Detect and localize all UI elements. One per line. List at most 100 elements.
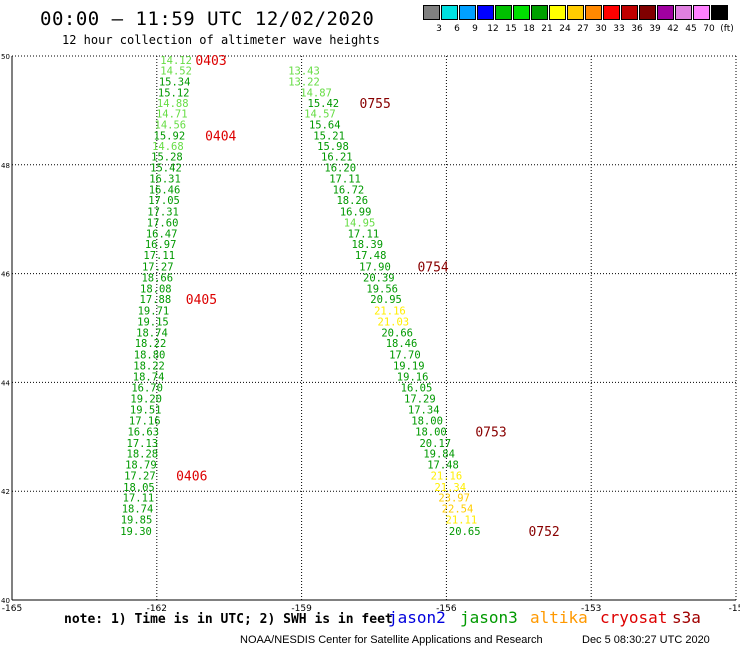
time-label: 0754 [417, 261, 448, 276]
wave-height-value: 19.84 [423, 449, 455, 461]
legend-swatch [567, 5, 584, 20]
wave-height-value: 16.99 [340, 207, 372, 219]
wave-height-value: 21.03 [378, 316, 410, 328]
wave-height-value: 14.88 [157, 98, 189, 110]
wave-height-value: 20.39 [363, 272, 395, 284]
wave-height-value: 21.34 [434, 482, 466, 494]
legend-swatch [477, 5, 494, 20]
wave-height-value: 17.31 [147, 207, 179, 219]
wave-height-value: 17.88 [140, 294, 172, 306]
y-tick-label: 46 [1, 271, 10, 279]
chart-title: 00:00 — 11:59 UTC 12/02/2020 [40, 8, 375, 30]
legend-label: 24 [559, 24, 571, 34]
x-tick-label: -153 [581, 604, 601, 614]
y-tick-label: 50 [1, 53, 10, 61]
legend-swatch [513, 5, 530, 20]
wave-height-value: 19.85 [121, 514, 153, 526]
wave-height-value: 16.31 [149, 173, 181, 185]
legend-swatch [531, 5, 548, 20]
legend-swatch [495, 5, 512, 20]
wave-height-value: 14.56 [155, 120, 187, 132]
legend-swatch [549, 5, 566, 20]
wave-height-value: 17.27 [142, 262, 174, 274]
wave-height-value: 15.34 [159, 77, 191, 89]
wave-height-value: 18.26 [336, 195, 368, 207]
legend-label: 27 [577, 24, 589, 34]
legend-label: 33 [613, 24, 625, 34]
wave-height-value: 17.29 [404, 394, 436, 406]
wave-height-value: 14.87 [300, 87, 332, 99]
wave-height-value: 17.34 [408, 405, 440, 417]
legend-swatch [459, 5, 476, 20]
wave-height-value: 23.97 [438, 493, 470, 505]
wave-height-value: 20.95 [370, 294, 402, 306]
wave-height-value: 17.05 [148, 195, 180, 207]
legend-swatch [621, 5, 638, 20]
wave-height-value: 16.72 [333, 184, 365, 196]
wave-height-value: 15.12 [158, 87, 190, 99]
time-label: 0752 [528, 525, 559, 540]
time-label: 0406 [176, 469, 207, 484]
wave-height-value: 18.22 [135, 338, 167, 350]
wave-height-value: 21.16 [374, 306, 406, 318]
wave-height-value: 15.42 [308, 98, 340, 110]
wave-height-value: 18.22 [133, 361, 165, 373]
wave-height-value: 21.16 [431, 470, 463, 482]
legend-label: 39 [649, 24, 661, 34]
legend-swatch [675, 5, 692, 20]
legend-swatch [639, 5, 656, 20]
legend-swatch [711, 5, 728, 20]
legend-swatch [441, 5, 458, 20]
wave-height-value: 20.65 [449, 526, 481, 538]
wave-height-value: 18.74 [133, 371, 165, 383]
wave-height-value: 15.42 [150, 163, 182, 175]
y-tick-label: 44 [1, 379, 10, 387]
wave-height-value: 19.56 [366, 283, 398, 295]
wave-height-value: 19.15 [137, 316, 169, 328]
legend-label: (ft) [720, 24, 734, 34]
legend-label: 42 [667, 24, 679, 34]
legend-label: 3 [436, 24, 442, 34]
wave-height-value: 15.28 [151, 152, 183, 164]
legend-label: 15 [505, 24, 517, 34]
wave-height-value: 21.11 [446, 514, 478, 526]
satellite-jason3: jason3 [460, 608, 518, 627]
wave-height-value: 18.00 [411, 415, 443, 427]
legend-label: 30 [595, 24, 607, 34]
x-tick-label: -159 [291, 604, 312, 614]
wave-height-value: 17.70 [389, 350, 421, 362]
wave-height-value: 16.46 [149, 184, 181, 196]
wave-height-value: 20.66 [381, 327, 413, 339]
wave-height-value: 17.11 [143, 250, 175, 262]
wave-height-value: 18.28 [127, 449, 159, 461]
wave-height-value: 17.13 [127, 438, 159, 450]
wave-height-value: 16.05 [401, 382, 433, 394]
legend-label: 9 [472, 24, 478, 34]
timestamp-text: Dec 5 08:30:27 UTC 2020 [582, 634, 710, 646]
wave-height-value: 14.12 [160, 55, 192, 67]
wave-height-value: 14.52 [160, 66, 192, 78]
legend-label: 18 [523, 24, 535, 34]
x-tick-label: -15 [729, 604, 740, 614]
wave-height-value: 16.70 [131, 382, 163, 394]
legend-label: 6 [454, 24, 460, 34]
legend-swatch [693, 5, 710, 20]
legend-label: 36 [631, 24, 643, 34]
time-label: 0404 [205, 129, 236, 144]
wave-height-value: 17.27 [124, 470, 156, 482]
wave-height-value: 18.74 [136, 327, 168, 339]
time-label: 0403 [195, 54, 226, 69]
wave-height-value: 15.92 [154, 130, 186, 142]
wave-height-value: 17.48 [355, 250, 387, 262]
wave-height-value: 16.20 [324, 163, 356, 175]
credit-text: NOAA/NESDIS Center for Satellite Applica… [240, 634, 543, 646]
wave-height-value: 18.79 [125, 460, 157, 472]
time-label: 0405 [186, 293, 217, 308]
wave-height-value: 18.39 [351, 239, 383, 251]
wave-height-value: 22.54 [442, 504, 474, 516]
wave-height-value: 13.22 [288, 77, 320, 89]
wave-height-value: 17.11 [123, 493, 155, 505]
wave-height-value: 19.19 [393, 361, 425, 373]
wave-height-value: 19.71 [138, 306, 170, 318]
satellite-s3a: s3a [672, 608, 701, 627]
